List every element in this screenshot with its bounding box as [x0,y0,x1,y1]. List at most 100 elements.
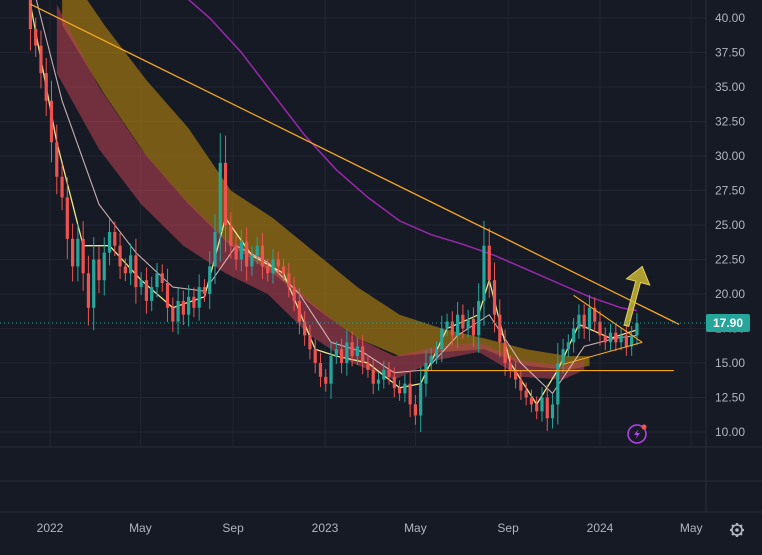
candle-114 [630,326,634,356]
candle-83 [466,309,470,338]
candle-body [482,245,486,301]
candle-19 [129,243,133,286]
candle-31 [192,287,196,318]
candle-body [71,238,75,267]
candle-body [445,321,449,329]
candle-32 [197,274,201,321]
candle-29 [181,290,185,326]
candle-body [540,397,544,412]
candle-87 [487,228,491,298]
candles [28,0,639,433]
candle-88 [492,262,497,333]
candle-57 [329,340,333,399]
candle-99 [550,394,555,429]
candle-body [65,197,69,239]
candle-body [403,383,407,394]
y-tick-label: 25.00 [715,218,745,232]
candle-body [55,142,59,177]
candle-body [361,346,365,363]
candle-78 [440,315,444,362]
candle-105 [582,304,586,339]
candle-body [524,390,528,398]
candle-body [276,259,280,267]
candle-8 [71,223,75,282]
candle-body [413,404,418,416]
settings-gear-icon[interactable] [730,523,744,537]
candle-body [582,314,586,329]
x-tick-label: 2022 [37,521,64,535]
candle-body [313,349,317,363]
candle-body [339,349,344,363]
candle-36 [218,133,222,262]
candle-body [250,255,254,267]
candle-body [503,342,507,363]
candle-body [603,335,607,343]
ma-long-line [187,0,638,312]
candle-63 [361,335,365,375]
candle-body [239,241,243,260]
candle-body [350,342,354,357]
candle-body [155,273,159,288]
candle-23 [150,276,154,312]
candle-24 [155,262,159,298]
x-tick-label: May [129,521,152,535]
indicator-bands [56,0,590,380]
candle-66 [376,372,381,391]
candle-43 [255,236,259,265]
candle-body [424,363,428,384]
candle-body [587,307,592,329]
candle-80 [450,311,454,346]
candle-72 [408,370,412,418]
last-price-label-group: 17.90 [706,313,750,332]
candle-body [255,245,259,256]
candle-49 [287,262,291,298]
candle-body [624,335,628,347]
candle-body [387,369,391,377]
candle-body [419,383,423,416]
candle-0 [28,0,33,51]
candle-6 [60,163,64,211]
candle-body [450,321,454,336]
wedge-upper-line [573,294,643,343]
candle-62 [355,337,359,366]
candle-17 [118,232,122,280]
candle-39 [234,235,238,270]
candle-body [86,273,91,308]
candle-33 [202,279,207,302]
y-tick-label: 10.00 [715,425,745,439]
candle-body [635,322,639,336]
candle-body [456,314,460,336]
candle-51 [297,288,301,335]
y-tick-label: 27.50 [715,184,745,198]
y-tick-label: 37.50 [715,46,745,60]
candle-76 [429,348,433,371]
candle-94 [524,382,528,406]
candle-69 [392,367,396,398]
candle-35 [213,214,217,284]
candle-body [561,349,565,363]
candle-body [134,255,138,288]
y-tick-label: 30.00 [715,149,745,163]
candle-body [229,225,233,246]
candle-body [392,376,396,388]
candle-body [619,335,623,343]
candle-95 [529,389,534,413]
candle-70 [397,380,402,401]
lightning-icon[interactable] [627,424,647,444]
candle-body [487,245,491,281]
candle-91 [508,355,512,378]
x-tick-label: May [404,521,427,535]
candle-body [76,238,80,267]
y-tick-label: 22.50 [715,253,745,267]
candle-body [197,287,201,308]
candle-body [366,363,370,370]
candle-18 [123,258,127,282]
candle-body [382,369,386,380]
candle-77 [434,341,439,365]
x-tick-label: Sep [497,521,519,535]
candle-11 [86,255,91,326]
candle-body [160,273,164,283]
candle-5 [55,124,59,195]
